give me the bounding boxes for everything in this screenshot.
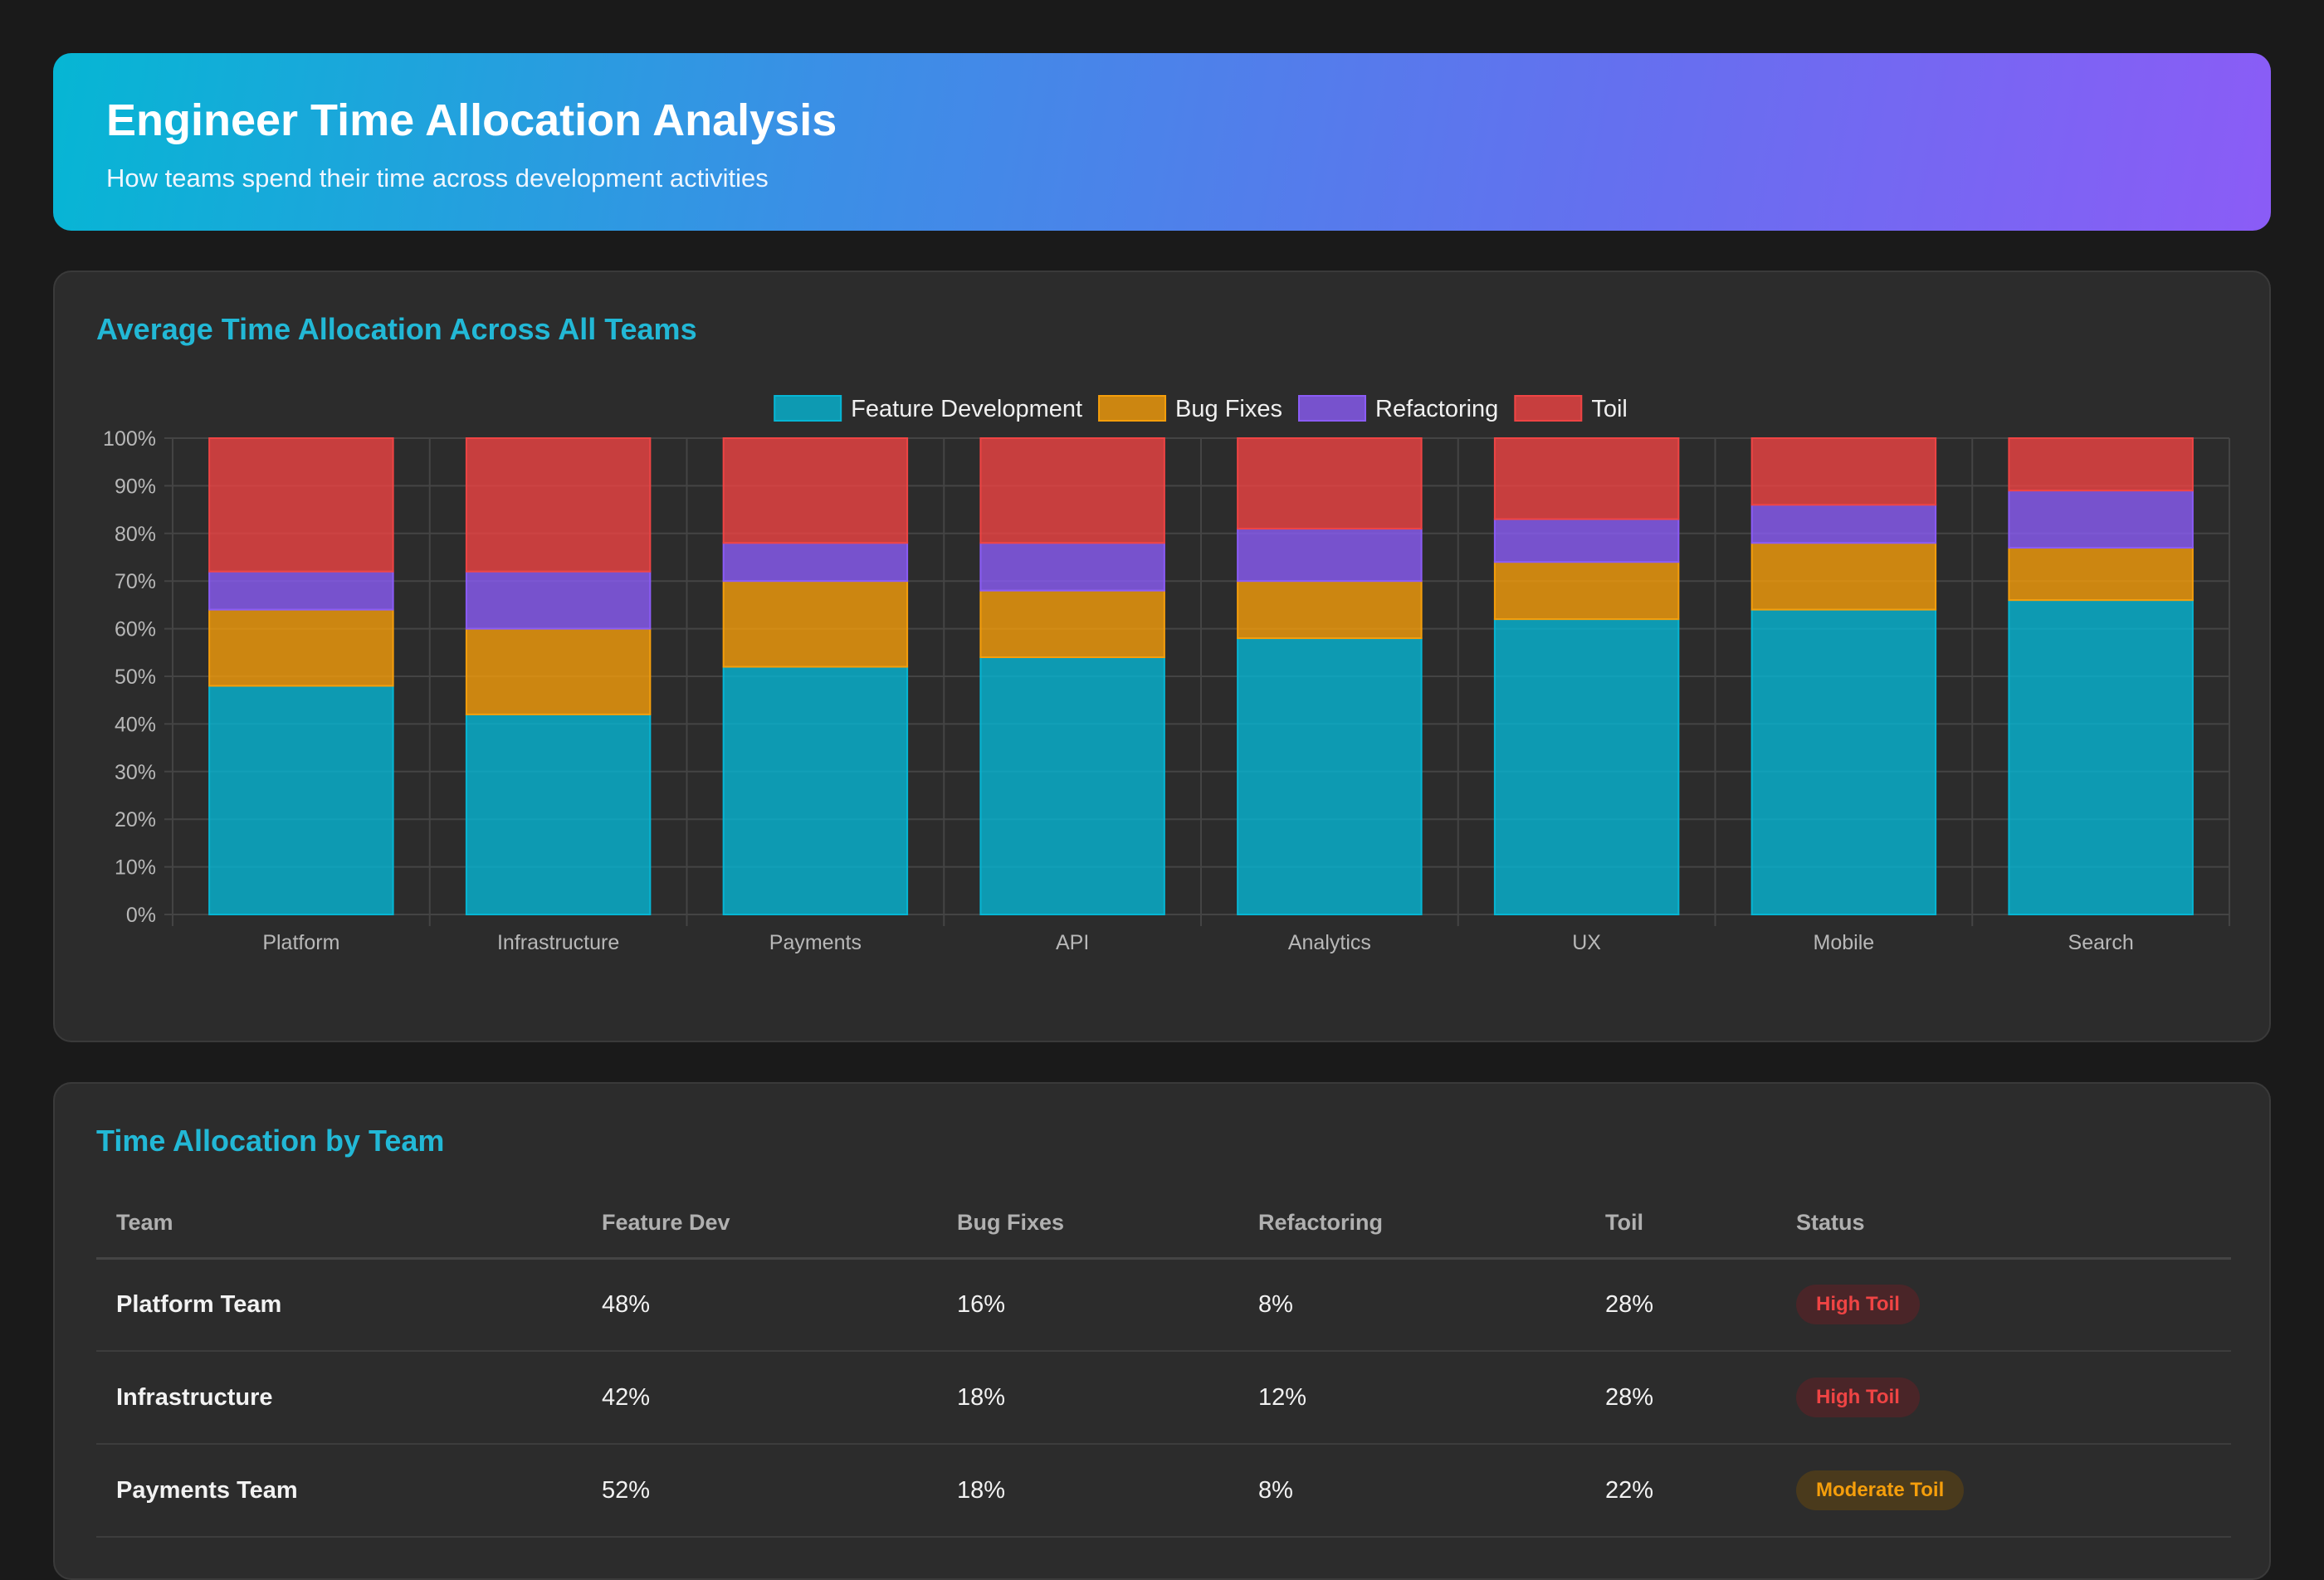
bar-refactoring-platform xyxy=(208,570,394,611)
bar-toil-api xyxy=(979,437,1165,544)
legend-swatch-toil xyxy=(1514,395,1583,422)
bar-feature-development-mobile xyxy=(1750,608,1937,915)
chart-card: Average Time Allocation Across All Teams… xyxy=(53,271,2271,1042)
y-tick-label: 40% xyxy=(115,713,156,736)
bar-bug-fixes-mobile xyxy=(1750,542,1937,611)
x-tick-label: UX xyxy=(1572,931,1601,954)
y-tick-label: 60% xyxy=(115,618,156,641)
column-header-feature-dev: Feature Dev xyxy=(582,1188,937,1260)
table-row: Infrastructure 42% 18% 12% 28% High Toil xyxy=(96,1351,2231,1445)
legend-label: Bug Fixes xyxy=(1175,396,1282,422)
bar-bug-fixes-search xyxy=(2008,547,2194,602)
bar-toil-infrastructure xyxy=(465,437,652,573)
feature-dev-value: 42% xyxy=(582,1351,937,1445)
feature-dev-value: 52% xyxy=(582,1444,937,1538)
table-row: Payments Team 52% 18% 8% 22% Moderate To… xyxy=(96,1444,2231,1538)
x-tick-label: Search xyxy=(2068,931,2134,954)
team-name: Payments Team xyxy=(96,1444,582,1538)
status-cell: High Toil xyxy=(1776,1351,2231,1445)
legend-label: Feature Development xyxy=(851,396,1082,422)
bug-fixes-value: 18% xyxy=(937,1444,1238,1538)
bar-feature-development-infrastructure xyxy=(465,713,652,915)
column-header-bug-fixes: Bug Fixes xyxy=(937,1188,1238,1260)
y-tick-label: 10% xyxy=(115,856,156,880)
x-tick-label: Infrastructure xyxy=(497,931,619,954)
column-header-status: Status xyxy=(1776,1188,2231,1260)
toil-value: 22% xyxy=(1585,1444,1776,1538)
bar-toil-payments xyxy=(722,437,909,544)
team-name: Platform Team xyxy=(96,1258,582,1352)
bar-feature-development-analytics xyxy=(1237,637,1423,915)
feature-dev-value: 48% xyxy=(582,1258,937,1352)
toil-value: 28% xyxy=(1585,1351,1776,1445)
chart-title: Average Time Allocation Across All Teams xyxy=(96,312,697,346)
bar-bug-fixes-ux xyxy=(1493,561,1680,621)
y-tick-label: 70% xyxy=(115,570,156,593)
page-header: Engineer Time Allocation Analysis How te… xyxy=(53,53,2271,231)
refactoring-value: 8% xyxy=(1238,1444,1585,1538)
y-tick-label: 20% xyxy=(115,808,156,831)
bar-feature-development-platform xyxy=(208,685,394,915)
legend-swatch-refactoring xyxy=(1298,395,1366,422)
column-header-toil: Toil xyxy=(1585,1188,1776,1260)
table-row: Platform Team 48% 16% 8% 28% High Toil xyxy=(96,1258,2231,1352)
bar-toil-ux xyxy=(1493,437,1680,520)
bar-bug-fixes-platform xyxy=(208,608,394,687)
y-tick-label: 50% xyxy=(115,666,156,689)
bar-bug-fixes-payments xyxy=(722,580,909,668)
bar-toil-analytics xyxy=(1237,437,1423,530)
bar-refactoring-api xyxy=(979,542,1165,592)
y-tick-label: 90% xyxy=(115,475,156,498)
status-badge: Moderate Toil xyxy=(1796,1470,1965,1510)
y-tick-label: 0% xyxy=(126,904,156,927)
page-subtitle: How teams spend their time across develo… xyxy=(106,163,769,193)
status-badge: High Toil xyxy=(1796,1378,1920,1417)
team-name: Infrastructure xyxy=(96,1351,582,1445)
refactoring-value: 8% xyxy=(1238,1258,1585,1352)
bar-refactoring-analytics xyxy=(1237,528,1423,583)
y-tick-label: 80% xyxy=(115,523,156,546)
bar-toil-platform xyxy=(208,437,394,573)
status-cell: Moderate Toil xyxy=(1776,1444,2231,1538)
refactoring-value: 12% xyxy=(1238,1351,1585,1445)
bug-fixes-value: 18% xyxy=(937,1351,1238,1445)
x-tick-label: Payments xyxy=(769,931,862,954)
table-card: Time Allocation by Team Team Feature Dev… xyxy=(53,1082,2271,1580)
x-tick-label: Platform xyxy=(262,931,339,954)
column-header-refactoring: Refactoring xyxy=(1238,1188,1585,1260)
legend-swatch-feature-development xyxy=(774,395,842,422)
toil-value: 28% xyxy=(1585,1258,1776,1352)
bar-bug-fixes-api xyxy=(979,589,1165,659)
bug-fixes-value: 16% xyxy=(937,1258,1238,1352)
bar-refactoring-ux xyxy=(1493,518,1680,563)
legend-swatch-bug-fixes xyxy=(1098,395,1167,422)
bar-bug-fixes-infrastructure xyxy=(465,627,652,715)
x-tick-label: Analytics xyxy=(1288,931,1371,954)
x-tick-label: API xyxy=(1056,931,1089,954)
legend-label: Refactoring xyxy=(1375,396,1498,422)
page-title: Engineer Time Allocation Analysis xyxy=(106,95,837,145)
bar-feature-development-api xyxy=(979,656,1165,915)
bar-toil-mobile xyxy=(1750,437,1937,506)
x-tick-label: Mobile xyxy=(1814,931,1875,954)
stacked-bar-chart: 0% 10% 20% 30% 40% 50% 60% 70% 80% 90% 100% Platfor… xyxy=(103,395,2230,954)
table-title: Time Allocation by Team xyxy=(96,1124,445,1158)
bar-feature-development-search xyxy=(2008,599,2194,915)
bar-toil-search xyxy=(2008,437,2194,492)
bar-refactoring-search xyxy=(2008,490,2194,549)
allocation-table: Team Feature Dev Bug Fixes Refactoring T… xyxy=(96,1188,2231,1538)
bar-feature-development-payments xyxy=(722,666,909,915)
bar-refactoring-mobile xyxy=(1750,504,1937,544)
status-badge: High Toil xyxy=(1796,1285,1920,1325)
bar-refactoring-payments xyxy=(722,542,909,583)
legend-label: Toil xyxy=(1591,396,1628,422)
status-cell: High Toil xyxy=(1776,1258,2231,1352)
bar-refactoring-infrastructure xyxy=(465,570,652,630)
table-header-row: Team Feature Dev Bug Fixes Refactoring T… xyxy=(96,1188,2231,1260)
y-tick-label: 30% xyxy=(115,761,156,784)
bar-feature-development-ux xyxy=(1493,618,1680,915)
column-header-team: Team xyxy=(96,1188,582,1260)
y-tick-label: 100% xyxy=(103,427,156,451)
bar-bug-fixes-analytics xyxy=(1237,580,1423,640)
